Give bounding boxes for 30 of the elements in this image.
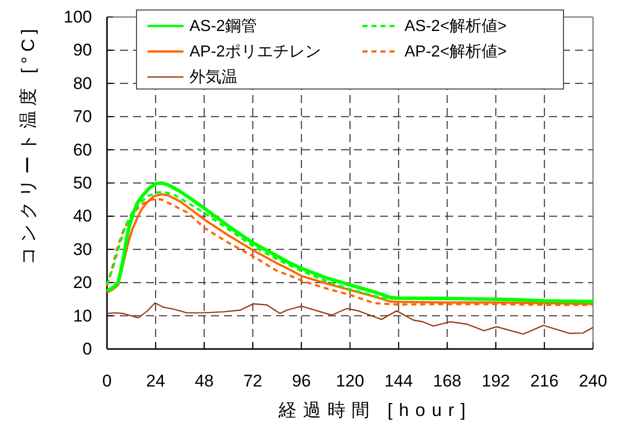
- x-tick-label: 96: [292, 372, 311, 390]
- legend-label: AS-2<解析値>: [404, 18, 507, 34]
- y-tick-label: 90: [73, 40, 92, 60]
- x-tick-label: 240: [578, 372, 608, 390]
- x-tick-label: 72: [243, 372, 262, 390]
- line-series: [106, 302, 594, 335]
- y-tick-label: 100: [64, 8, 92, 26]
- x-tick-label: 144: [384, 372, 413, 390]
- legend-label: AP-2ポリエチレン: [190, 43, 322, 60]
- legend-label: AP-2<解析値>: [404, 43, 507, 60]
- y-tick-label: 70: [73, 107, 92, 126]
- y-tick-label: 10: [73, 306, 92, 326]
- y-tick-label: 0: [82, 340, 92, 358]
- x-tick-label: 168: [433, 372, 462, 390]
- x-tick-label: 120: [336, 372, 364, 390]
- x-tick-label: 192: [482, 372, 510, 390]
- legend-label: 外気温: [190, 68, 238, 86]
- y-tick-label: 40: [73, 206, 92, 226]
- x-tick-label: 216: [530, 372, 559, 390]
- x-tick-label: 24: [146, 372, 166, 390]
- y-tick-label: 30: [73, 240, 92, 259]
- y-axis-title: コンクリート温度 [°C]: [18, 29, 38, 265]
- x-tick-label: 48: [194, 372, 214, 390]
- y-tick-label: 60: [73, 140, 92, 160]
- y-tick-label: 80: [73, 74, 92, 93]
- legend-label: AS-2鋼管: [190, 18, 258, 34]
- x-axis-title: 経過時間 [hour]: [278, 400, 466, 420]
- x-tick-label: 0: [102, 372, 112, 390]
- y-tick-label: 50: [73, 174, 92, 192]
- y-tick-label: 20: [73, 273, 92, 292]
